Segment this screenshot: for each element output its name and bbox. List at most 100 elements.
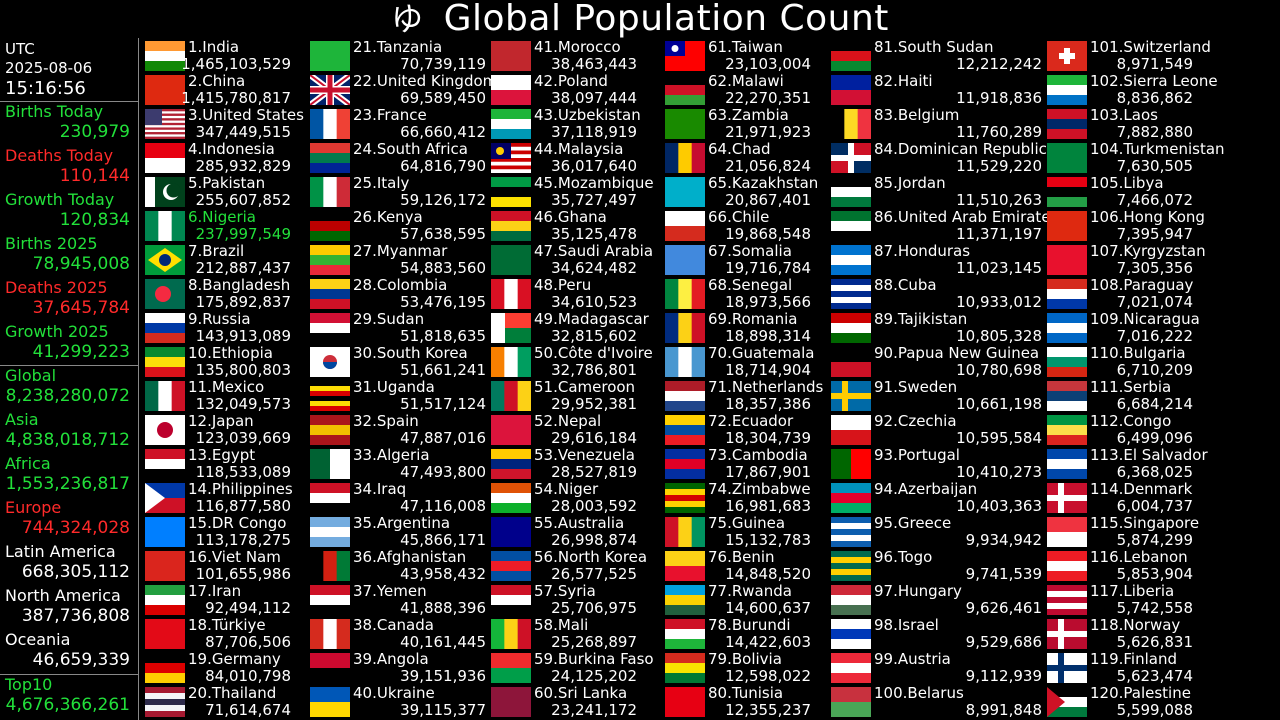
flag-icon	[1047, 517, 1087, 547]
country-name: 16.Viet Nam	[188, 548, 281, 566]
country-population: 6,710,209	[1116, 361, 1193, 379]
country-name: 19.Germany	[188, 650, 281, 668]
country-row: 69.Romania 18,898,314	[665, 311, 811, 345]
flag-icon	[1047, 279, 1087, 309]
country-name: 74.Zimbabwe	[708, 480, 811, 498]
region-label: Asia	[5, 410, 39, 429]
country-population: 9,741,539	[965, 565, 1042, 583]
country-row: 89.Tajikistan 10,805,328	[831, 311, 1042, 345]
flag-icon	[145, 619, 185, 649]
country-population: 34,610,523	[551, 293, 637, 311]
flag-icon	[831, 483, 871, 513]
stat-value: 78,945,008	[32, 254, 130, 274]
flag-icon	[831, 41, 871, 71]
country-row: 50.Côte d'Ivoire 32,786,801	[491, 345, 653, 379]
country-name: 117.Liberia	[1090, 582, 1175, 600]
country-name: 47.Saudi Arabia	[534, 242, 654, 260]
country-population: 26,577,525	[551, 565, 637, 583]
country-row: 79.Bolivia 12,598,022	[665, 651, 811, 685]
title-text: Global Population Count	[443, 0, 889, 39]
flag-icon	[491, 279, 531, 309]
country-population: 35,125,478	[551, 225, 637, 243]
country-population: 69,589,450	[400, 89, 486, 107]
country-name: 6.Nigeria	[188, 208, 256, 226]
flag-icon	[145, 245, 185, 275]
country-name: 86.United Arab Emirates	[874, 208, 1059, 226]
country-name: 64.Chad	[708, 140, 771, 158]
country-row: 75.Guinea 15,132,783	[665, 515, 811, 549]
country-name: 36.Afghanistan	[353, 548, 467, 566]
country-population: 51,517,124	[400, 395, 486, 413]
country-row: 30.South Korea 51,661,241	[310, 345, 486, 379]
flag-icon	[310, 211, 350, 241]
country-row: 109.Nicaragua 7,016,222	[1047, 311, 1200, 345]
country-row: 7.Brazil 212,887,437	[145, 243, 291, 277]
flag-icon	[310, 41, 350, 71]
country-name: 65.Kazakhstan	[708, 174, 819, 192]
country-name: 9.Russia	[188, 310, 251, 328]
country-row: 66.Chile 19,868,548	[665, 209, 811, 243]
country-row: 54.Niger 28,003,592	[491, 481, 637, 515]
country-row: 3.United States 347,449,515	[145, 107, 304, 141]
country-name: 118.Norway	[1090, 616, 1181, 634]
country-name: 70.Guatemala	[708, 344, 815, 362]
country-name: 99.Austria	[874, 650, 951, 668]
flag-icon	[831, 517, 871, 547]
country-name: 48.Peru	[534, 276, 592, 294]
country-row: 52.Nepal 29,616,184	[491, 413, 637, 447]
country-name: 40.Ukraine	[353, 684, 435, 702]
country-name: 8.Bangladesh	[188, 276, 291, 294]
country-row: 80.Tunisia 12,355,237	[665, 685, 811, 719]
flag-icon	[665, 619, 705, 649]
country-name: 100.Belarus	[874, 684, 964, 702]
country-row: 120.Palestine 5,599,088	[1047, 685, 1193, 719]
country-row: 5.Pakistan 255,607,852	[145, 175, 291, 209]
country-row: 21.Tanzania 70,739,119	[310, 39, 486, 73]
country-population: 54,883,560	[400, 259, 486, 277]
country-population: 135,800,803	[195, 361, 291, 379]
country-row: 59.Burkina Faso 24,125,202	[491, 651, 654, 685]
country-population: 8,836,862	[1116, 89, 1193, 107]
country-population: 71,614,674	[205, 701, 291, 719]
country-name: 31.Uganda	[353, 378, 435, 396]
flag-icon	[145, 517, 185, 547]
country-population: 23,241,172	[551, 701, 637, 719]
flag-icon	[1047, 585, 1087, 615]
flag-icon	[145, 347, 185, 377]
flag-icon	[665, 347, 705, 377]
country-name: 109.Nicaragua	[1090, 310, 1200, 328]
country-row: 74.Zimbabwe 16,981,683	[665, 481, 811, 515]
country-name: 115.Singapore	[1090, 514, 1200, 532]
flag-icon	[831, 313, 871, 343]
flag-icon	[1047, 211, 1087, 241]
country-name: 95.Greece	[874, 514, 952, 532]
country-name: 39.Angola	[353, 650, 429, 668]
stat-label: Deaths Today	[5, 146, 114, 165]
country-population: 21,971,923	[725, 123, 811, 141]
country-name: 15.DR Congo	[188, 514, 287, 532]
country-population: 132,049,573	[195, 395, 291, 413]
country-population: 7,882,880	[1116, 123, 1193, 141]
country-population: 9,934,942	[965, 531, 1042, 549]
country-name: 92.Czechia	[874, 412, 957, 430]
country-name: 66.Chile	[708, 208, 770, 226]
flag-icon	[1047, 109, 1087, 139]
country-row: 29.Sudan 51,818,635	[310, 311, 486, 345]
region-label: Africa	[5, 454, 51, 473]
country-row: 110.Bulgaria 6,710,209	[1047, 345, 1193, 379]
country-name: 101.Switzerland	[1090, 38, 1211, 56]
country-row: 76.Benin 14,848,520	[665, 549, 811, 583]
stat-value: 120,834	[59, 210, 130, 230]
flag-icon	[831, 449, 871, 479]
country-row: 117.Liberia 5,742,558	[1047, 583, 1193, 617]
flag-icon	[491, 687, 531, 717]
country-population: 101,655,986	[195, 565, 291, 583]
country-population: 11,371,197	[956, 225, 1042, 243]
country-population: 18,714,904	[725, 361, 811, 379]
flag-icon	[310, 381, 350, 411]
country-name: 102.Sierra Leone	[1090, 72, 1218, 90]
country-name: 96.Togo	[874, 548, 933, 566]
country-population: 22,270,351	[725, 89, 811, 107]
country-population: 18,304,739	[725, 429, 811, 447]
flag-icon	[665, 585, 705, 615]
